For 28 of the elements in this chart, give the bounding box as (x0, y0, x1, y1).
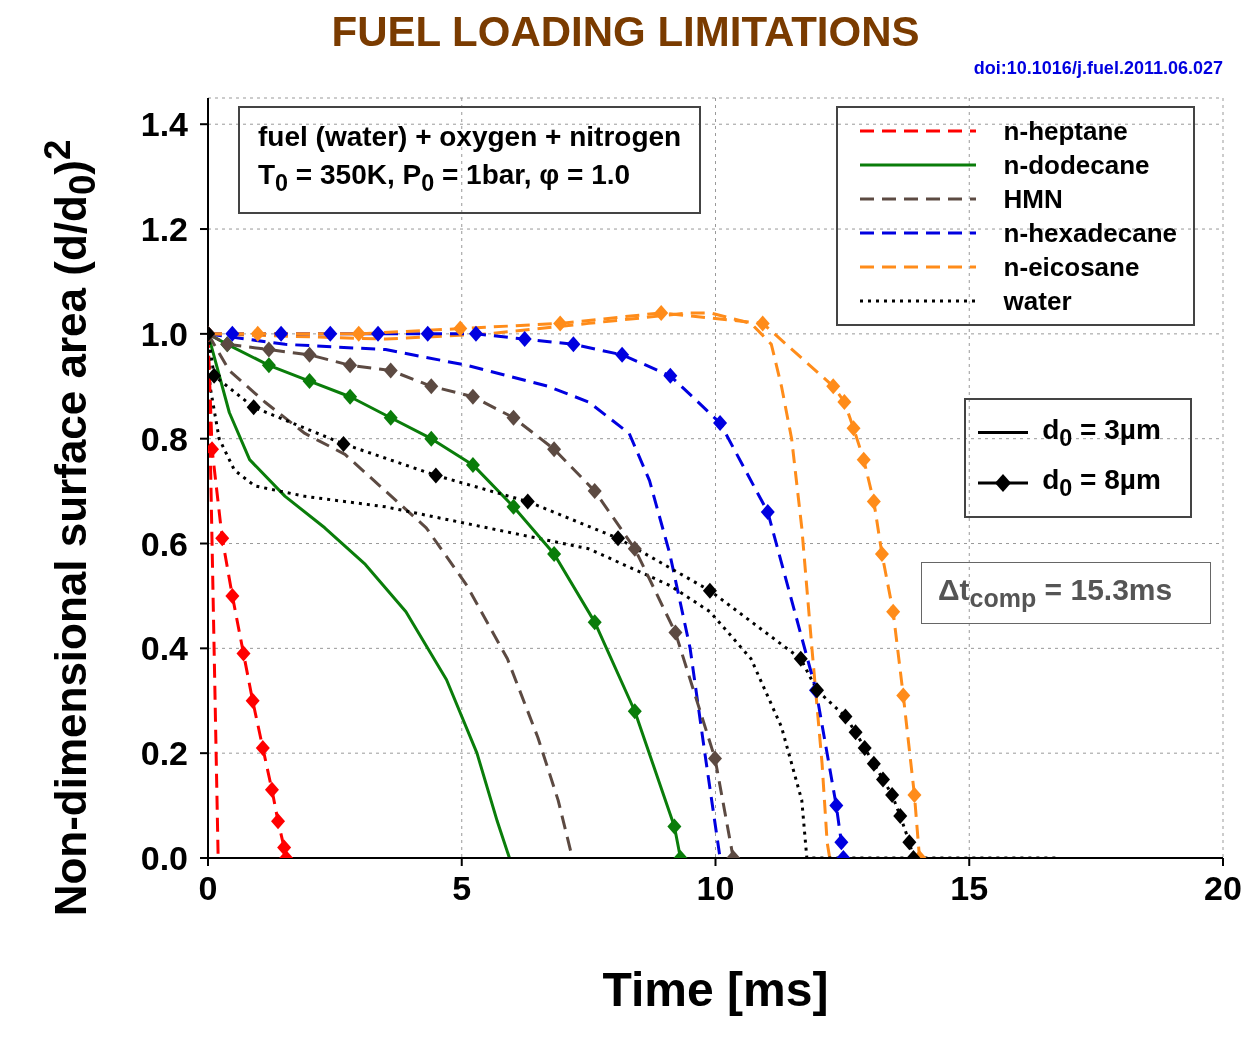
y-tick-label: 1.4 (140, 105, 189, 144)
x-axis-title: Time [ms] (601, 962, 830, 1017)
x-tick-label: 0 (198, 869, 218, 908)
legend-label: water (1003, 285, 1072, 317)
y-tick-label: 1.2 (140, 210, 188, 249)
legend-label: n-dodecane (1003, 149, 1150, 181)
y-tick-label: 0.2 (140, 734, 188, 773)
y-tick-label: 0.8 (140, 419, 188, 458)
legend-box: d$_{0}$ = 3µm d$_{0}$ = 8µm (964, 397, 1193, 518)
chart-title: FUEL LOADING LIMITATIONS (330, 8, 921, 56)
y-tick-label: 0.0 (140, 839, 188, 878)
annotation: d$_{0}$ = 8µm (1042, 463, 1161, 502)
text: doi:10.1016/j.fuel.2011.06.027 (973, 58, 1223, 79)
annotation: d$_{0}$ = 3µm (1042, 413, 1161, 452)
legend-label: n-eicosane (1003, 251, 1140, 283)
x-tick-label: 5 (452, 869, 472, 908)
x-tick-label: 10 (696, 869, 735, 908)
legend-label: n-heptane (1003, 115, 1128, 147)
x-tick-label: 20 (1204, 869, 1242, 908)
y-tick-label: 1.0 (140, 314, 188, 353)
annotation: T$_{0}$ = 350K, P$_{0}$ = 1bar, φ = 1.0 (258, 158, 632, 198)
annotation: Δt$_{comp}$ = 15.3ms (921, 561, 1212, 624)
y-tick-label: 0.6 (140, 524, 188, 563)
y-tick-label: 0.4 (140, 629, 189, 668)
x-tick-label: 15 (950, 869, 989, 908)
annotation: fuel (water) + oxygen + nitrogen (258, 120, 682, 154)
legend-label: HMN (1003, 183, 1063, 215)
legend-label: n-hexadecane (1003, 217, 1177, 249)
